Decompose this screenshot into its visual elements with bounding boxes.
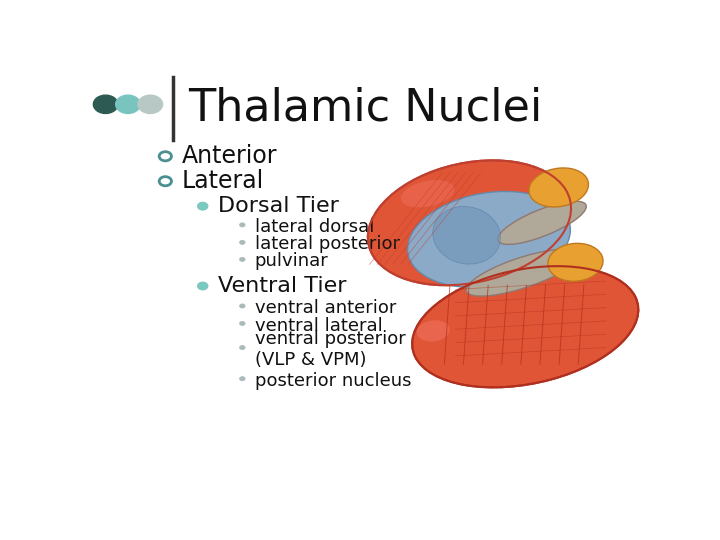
Ellipse shape xyxy=(467,249,579,296)
Circle shape xyxy=(198,282,208,290)
Circle shape xyxy=(240,321,245,326)
Ellipse shape xyxy=(412,266,639,387)
Text: posterior nucleus: posterior nucleus xyxy=(255,372,411,390)
Circle shape xyxy=(198,202,208,210)
Circle shape xyxy=(240,377,245,381)
Text: Anterior: Anterior xyxy=(182,144,278,168)
Circle shape xyxy=(94,95,118,113)
Text: Thalamic Nuclei: Thalamic Nuclei xyxy=(188,87,542,130)
Ellipse shape xyxy=(408,192,570,287)
Text: lateral posterior: lateral posterior xyxy=(255,235,400,253)
Circle shape xyxy=(240,304,245,308)
Text: ventral lateral: ventral lateral xyxy=(255,316,382,334)
Text: ventral anterior: ventral anterior xyxy=(255,299,396,317)
Ellipse shape xyxy=(529,168,588,207)
Ellipse shape xyxy=(548,244,603,281)
Text: ventral posterior
(VLP & VPM): ventral posterior (VLP & VPM) xyxy=(255,330,405,369)
Circle shape xyxy=(240,346,245,349)
Circle shape xyxy=(138,95,163,113)
Circle shape xyxy=(240,240,245,245)
Ellipse shape xyxy=(401,180,454,207)
Ellipse shape xyxy=(498,201,586,245)
Text: Ventral Tier: Ventral Tier xyxy=(218,276,347,296)
Text: Lateral: Lateral xyxy=(182,169,264,193)
Circle shape xyxy=(240,258,245,261)
Ellipse shape xyxy=(368,160,571,285)
Ellipse shape xyxy=(433,206,500,264)
Ellipse shape xyxy=(417,320,449,342)
Circle shape xyxy=(240,223,245,227)
Text: lateral dorsal: lateral dorsal xyxy=(255,218,374,236)
Text: pulvinar: pulvinar xyxy=(255,253,328,271)
Circle shape xyxy=(116,95,140,113)
Text: Dorsal Tier: Dorsal Tier xyxy=(218,196,339,216)
